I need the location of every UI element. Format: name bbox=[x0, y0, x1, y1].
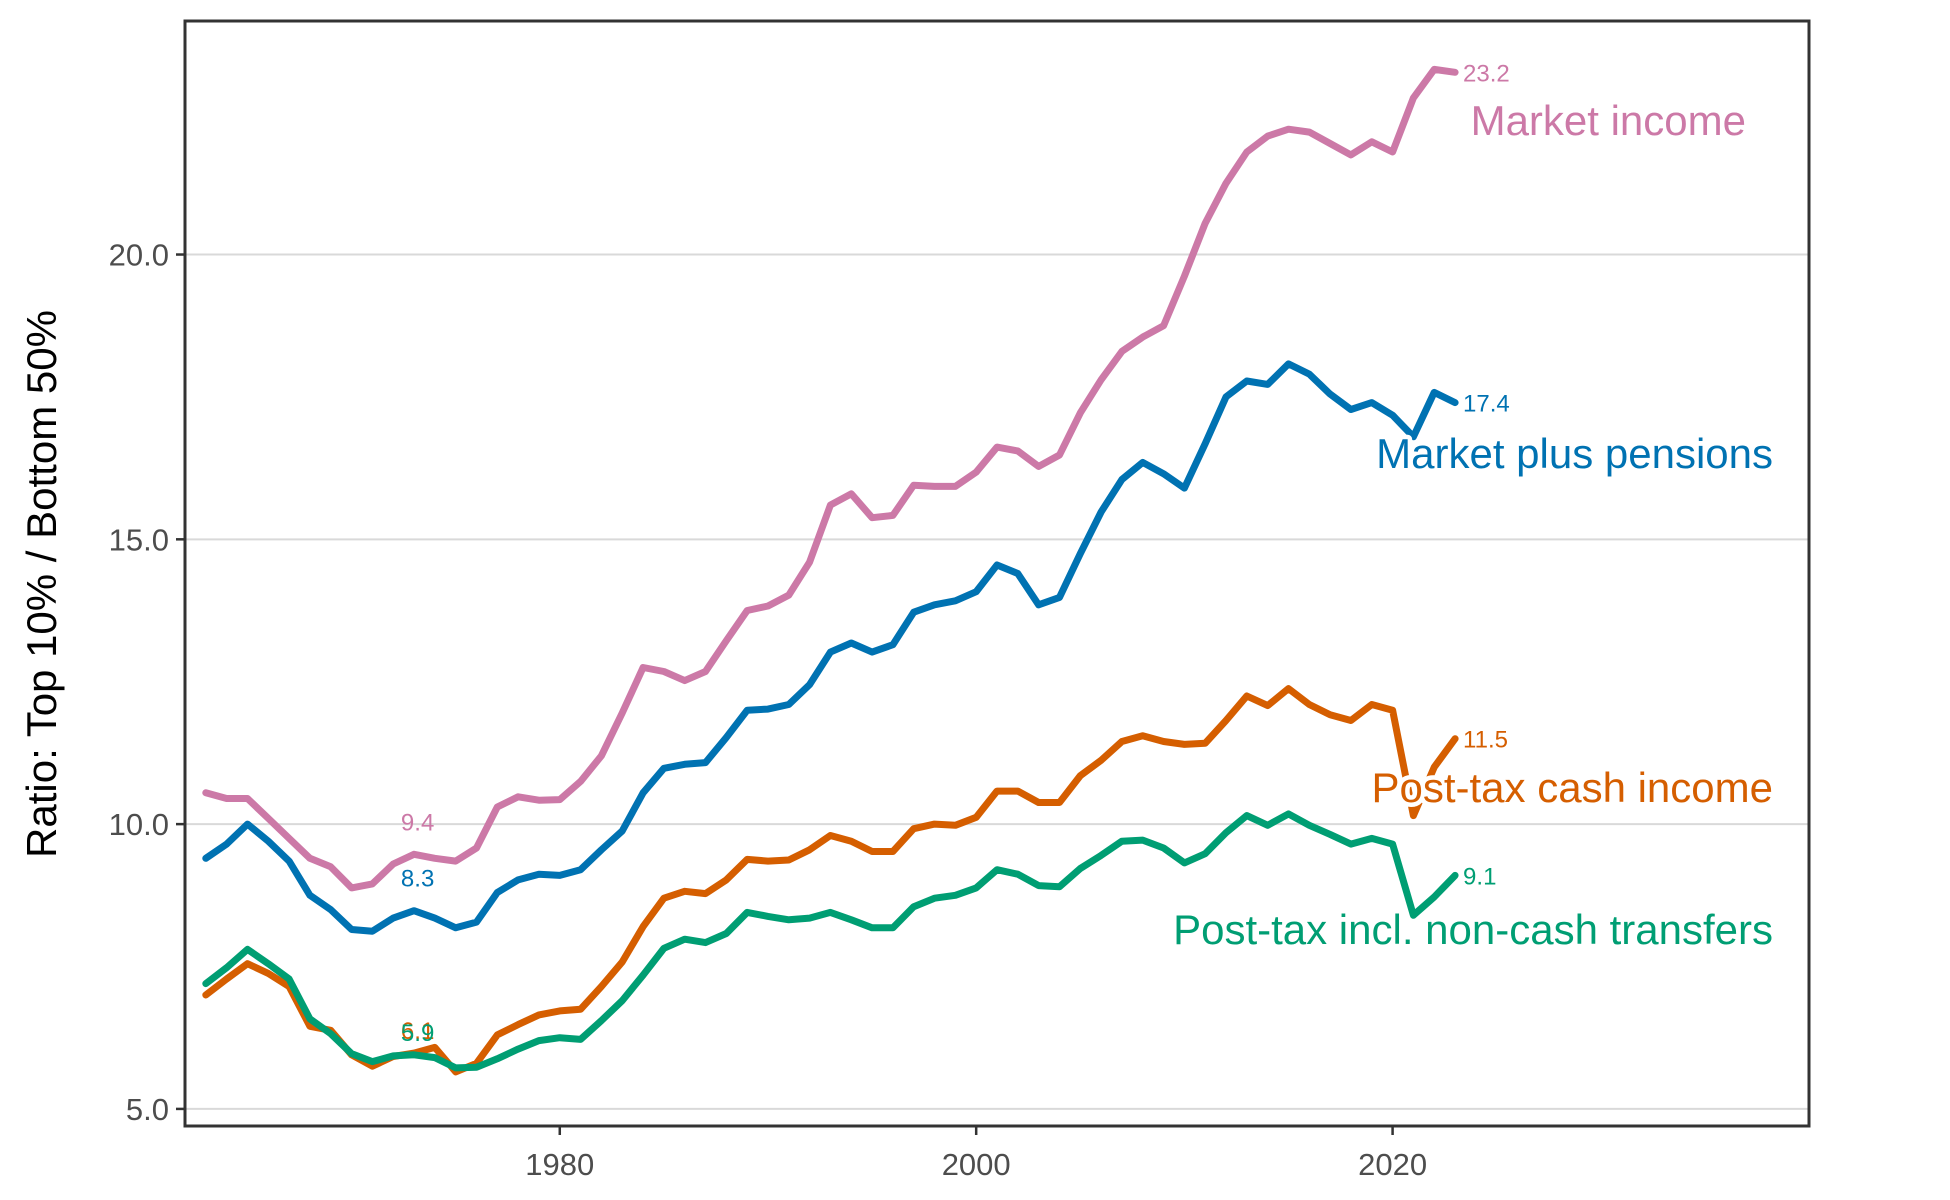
grid-lines bbox=[185, 253, 1809, 1110]
series-line bbox=[202, 360, 1459, 935]
end-value-labels: 23.223.217.417.411.511.59.19.1 bbox=[1460, 57, 1514, 894]
y-tick-label: 5.0 bbox=[126, 1092, 169, 1127]
end-value-label-halo: 23.2 bbox=[1463, 60, 1510, 87]
y-tick-label: 10.0 bbox=[109, 807, 169, 842]
x-tick-label: 2000 bbox=[942, 1147, 1011, 1182]
min-value-label: 6.1 bbox=[401, 1018, 434, 1045]
end-value-label-halo: 17.4 bbox=[1463, 391, 1510, 418]
end-value-label: 11.5 bbox=[1463, 727, 1508, 754]
series-lines bbox=[202, 65, 1459, 1076]
end-value-label: 9.1 bbox=[1463, 863, 1496, 890]
plot-border bbox=[183, 19, 1811, 1128]
series-name-label: Post-tax cash income bbox=[1371, 764, 1773, 811]
y-tick-label: 20.0 bbox=[109, 238, 169, 273]
series-name-label: Market income bbox=[1471, 97, 1746, 144]
series-name-label: Market plus pensions bbox=[1376, 430, 1773, 477]
min-value-label: 8.3 bbox=[401, 866, 434, 893]
end-value-label: 23.2 bbox=[1463, 60, 1510, 87]
y-tick-label: 15.0 bbox=[109, 522, 169, 557]
minimum-value-labels: 9.4 8.3 6.15.9 bbox=[401, 809, 434, 1046]
series-line bbox=[202, 65, 1459, 892]
min-value-label: 5.9 bbox=[401, 1020, 434, 1047]
series-name-label: Post-tax incl. non-cash transfers bbox=[1173, 906, 1773, 953]
series-name-halo: Post-tax cash income bbox=[1371, 764, 1773, 811]
y-axis-ticks: 5.0 10.0 15.0 20.0 bbox=[109, 238, 185, 1127]
end-value-label-halo: 9.1 bbox=[1463, 863, 1496, 890]
x-axis-ticks: 1980 2000 2020 bbox=[525, 1126, 1427, 1182]
series-name-halo: Market income bbox=[1471, 97, 1746, 144]
y-axis-title: Ratio: Top 10% / Bottom 50% bbox=[18, 310, 65, 858]
end-value-label: 17.4 bbox=[1463, 391, 1510, 418]
end-value-label-halo: 11.5 bbox=[1463, 727, 1508, 754]
min-value-label: 9.4 bbox=[401, 809, 434, 836]
series-name-halo: Post-tax incl. non-cash transfers bbox=[1173, 906, 1773, 953]
x-tick-label: 2020 bbox=[1358, 1147, 1427, 1182]
series-name-halo: Market plus pensions bbox=[1376, 430, 1773, 477]
series-line bbox=[202, 810, 1459, 1072]
x-tick-label: 1980 bbox=[525, 1147, 594, 1182]
